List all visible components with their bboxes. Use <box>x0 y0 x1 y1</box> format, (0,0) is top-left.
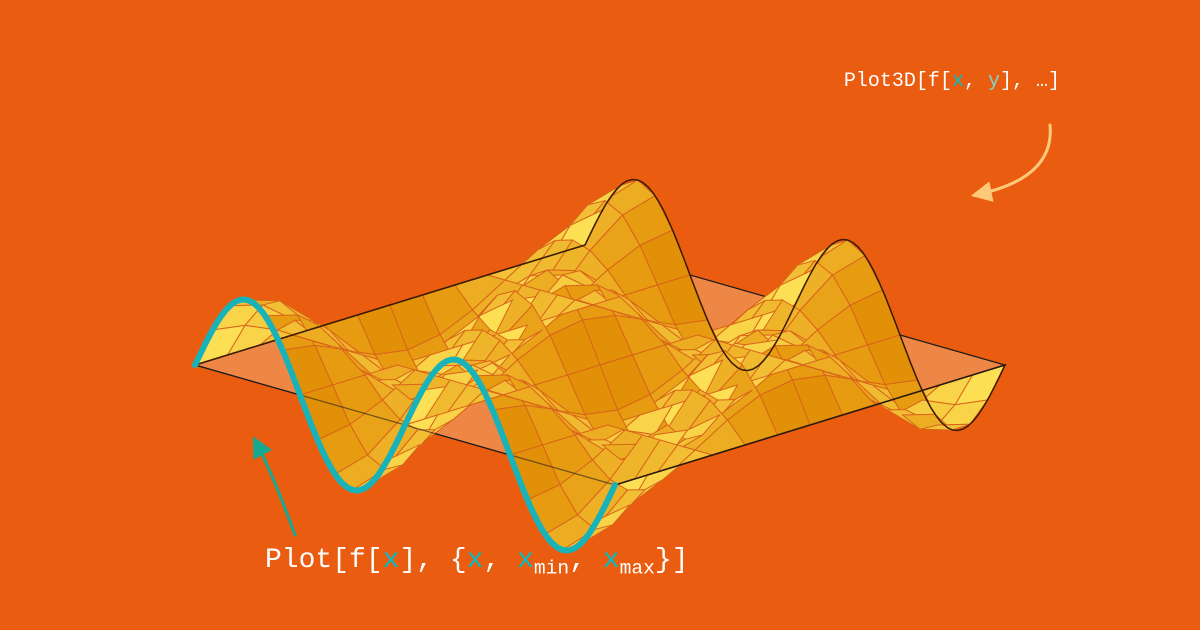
fn-name: Plot <box>265 545 332 576</box>
arrow-to-curve <box>255 440 295 535</box>
plot3d-label: Plot3D[f[x, y], …] <box>844 70 1060 93</box>
surface-3d <box>195 180 1005 550</box>
arrow-to-surface <box>975 125 1050 195</box>
fn-name: Plot3D <box>844 70 916 93</box>
plot-canvas <box>0 0 1200 630</box>
plot-label: Plot[f[x], {x, xmin, xmax}] <box>265 545 689 580</box>
infographic-stage: Plot3D[f[x, y], …] Plot[f[x], {x, xmin, … <box>0 0 1200 630</box>
